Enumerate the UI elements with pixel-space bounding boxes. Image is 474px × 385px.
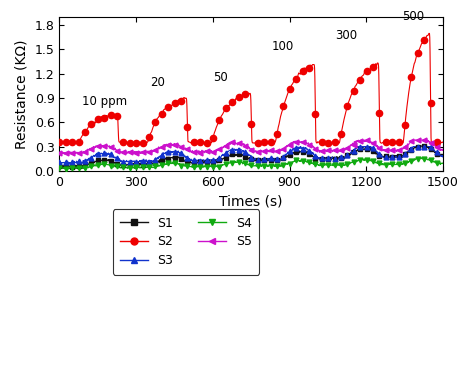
Text: 500: 500: [402, 10, 424, 23]
Text: 20: 20: [150, 76, 165, 89]
Y-axis label: Resistance (KΩ): Resistance (KΩ): [15, 39, 29, 149]
Text: 10 ppm: 10 ppm: [82, 95, 128, 108]
Text: 50: 50: [213, 71, 228, 84]
Text: 100: 100: [272, 40, 294, 53]
Legend: S1, S2, S3, S4, S5: S1, S2, S3, S4, S5: [113, 209, 259, 275]
X-axis label: Times (s): Times (s): [219, 194, 283, 208]
Text: 300: 300: [336, 29, 358, 42]
